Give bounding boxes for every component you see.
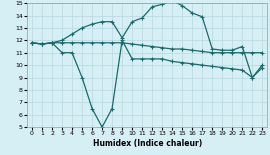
- X-axis label: Humidex (Indice chaleur): Humidex (Indice chaleur): [93, 139, 202, 148]
